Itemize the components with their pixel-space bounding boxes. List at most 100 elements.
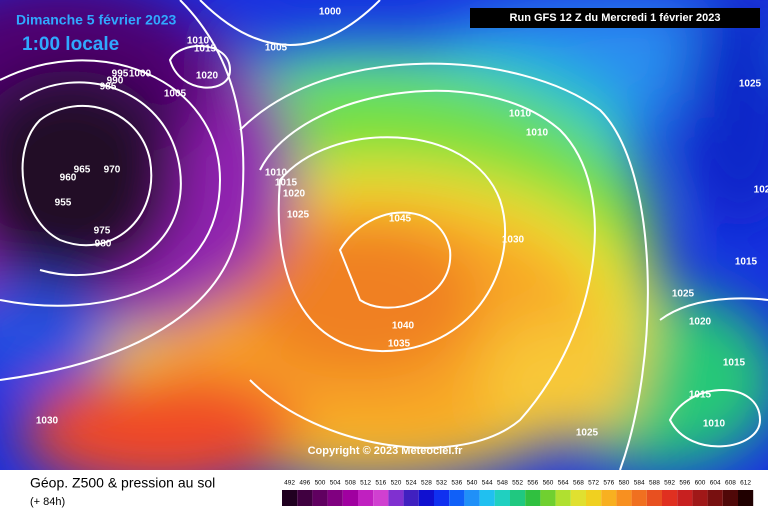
scale-swatch: [510, 490, 526, 506]
scale-swatch: [662, 490, 678, 506]
scale-swatch: [494, 490, 510, 506]
scale-label: 500: [315, 480, 326, 487]
scale-label: 536: [451, 480, 462, 487]
isobar-label: 995: [112, 69, 129, 80]
isobar-line: [249, 89, 596, 449]
isobar-line: [168, 45, 232, 89]
isobar-line: [659, 297, 768, 321]
isobar-line: [277, 136, 507, 353]
isobar-line: [338, 211, 452, 309]
isobar-line: [0, 0, 245, 381]
scale-label: 600: [695, 480, 706, 487]
scale-label: 584: [634, 480, 645, 487]
isobar-label: 1010: [265, 168, 288, 179]
isobar-label: 955: [55, 198, 72, 209]
isobar-line: [21, 104, 153, 247]
scale-swatch: [312, 490, 328, 506]
isobar-label: 1015: [689, 390, 712, 401]
scale-swatch: [722, 490, 738, 506]
scale-swatch: [373, 490, 389, 506]
isobar-line: [19, 81, 182, 277]
scale-label: 608: [725, 480, 736, 487]
scale-swatch: [707, 490, 723, 506]
scale-label: 572: [588, 480, 599, 487]
scale-label: 596: [679, 480, 690, 487]
scale-swatch: [479, 490, 495, 506]
isobar-label: 1030: [502, 235, 525, 246]
date-label: Dimanche 5 février 2023: [16, 12, 177, 28]
isobar-label: 1035: [388, 339, 411, 350]
isobar-label: 1025: [287, 210, 310, 221]
isobar-line: [199, 0, 381, 46]
isobar-label: 1015: [275, 178, 298, 189]
isobar-label: 1020: [196, 71, 219, 82]
scale-swatch: [570, 490, 586, 506]
isobar-label: 985: [100, 82, 117, 93]
isobar-label: 970: [104, 165, 121, 176]
scale-swatch: [677, 490, 693, 506]
scale-swatch: [616, 490, 632, 506]
scale-swatch: [342, 490, 358, 506]
scale-swatch: [646, 490, 662, 506]
color-scale: 492 496 500 504 508 512 516 520 524 528 532 536 540 5…: [282, 480, 754, 506]
copyright: Copyright © 2023 Meteociel.fr: [308, 445, 464, 457]
scale-swatch: [692, 490, 708, 506]
isobar-line: [0, 59, 222, 307]
scale-swatch: [601, 490, 617, 506]
isobar-label: 1010: [509, 109, 532, 120]
scale-label: 556: [527, 480, 538, 487]
scale-swatch: [540, 490, 556, 506]
isobar-label: 102: [754, 185, 768, 196]
scale-swatch: [297, 490, 313, 506]
footer-lead: (+ 84h): [30, 496, 65, 508]
isobar-label: 990: [107, 76, 124, 87]
scale-label: 604: [710, 480, 721, 487]
isobar-label: 1015: [723, 358, 746, 369]
isobar-label: 1040: [392, 321, 415, 332]
scale-swatch: [327, 490, 343, 506]
scale-swatch: [449, 490, 465, 506]
isobar-label: 1010: [526, 128, 549, 139]
scale-swatch: [586, 490, 602, 506]
isobar-label: 975: [94, 226, 111, 237]
scale-label: 564: [558, 480, 569, 487]
scale-label: 576: [603, 480, 614, 487]
scale-label: 592: [664, 480, 675, 487]
scale-swatch: [418, 490, 434, 506]
time-label: 1:00 locale: [22, 34, 119, 55]
scale-label: 560: [543, 480, 554, 487]
scale-label: 504: [330, 480, 341, 487]
scale-label: 540: [467, 480, 478, 487]
scale-swatch: [358, 490, 374, 506]
isobar-label: 965: [74, 165, 91, 176]
scale-label: 588: [649, 480, 660, 487]
isobar-label: 1005: [164, 89, 187, 100]
scale-label: 544: [482, 480, 493, 487]
isobar-label: 1010: [703, 419, 726, 430]
isobar-label: 980: [95, 239, 112, 250]
footer-title: Géop. Z500 & pression au sol: [30, 475, 215, 491]
isobar-label: 1030: [36, 416, 59, 427]
scale-label: 580: [619, 480, 630, 487]
scale-swatch: [555, 490, 571, 506]
scale-swatch: [403, 490, 419, 506]
scale-label: 492: [284, 480, 295, 487]
scale-label: 532: [436, 480, 447, 487]
scale-swatch: [388, 490, 404, 506]
field: [0, 0, 768, 470]
isobar-label: 1015: [735, 257, 758, 268]
scale-label: 568: [573, 480, 584, 487]
scale-label: 512: [360, 480, 371, 487]
scale-label: 612: [740, 480, 751, 487]
scale-label: 528: [421, 480, 432, 487]
scale-swatch: [434, 490, 450, 506]
scale-label: 508: [345, 480, 356, 487]
isobar-label: 1005: [265, 43, 288, 54]
scale-label: 548: [497, 480, 508, 487]
scale-label: 516: [375, 480, 386, 487]
isobar-label: 1025: [672, 289, 695, 300]
isobar-label: 1000: [319, 7, 342, 18]
isobar-line: [239, 62, 649, 470]
scale-swatch: [631, 490, 647, 506]
